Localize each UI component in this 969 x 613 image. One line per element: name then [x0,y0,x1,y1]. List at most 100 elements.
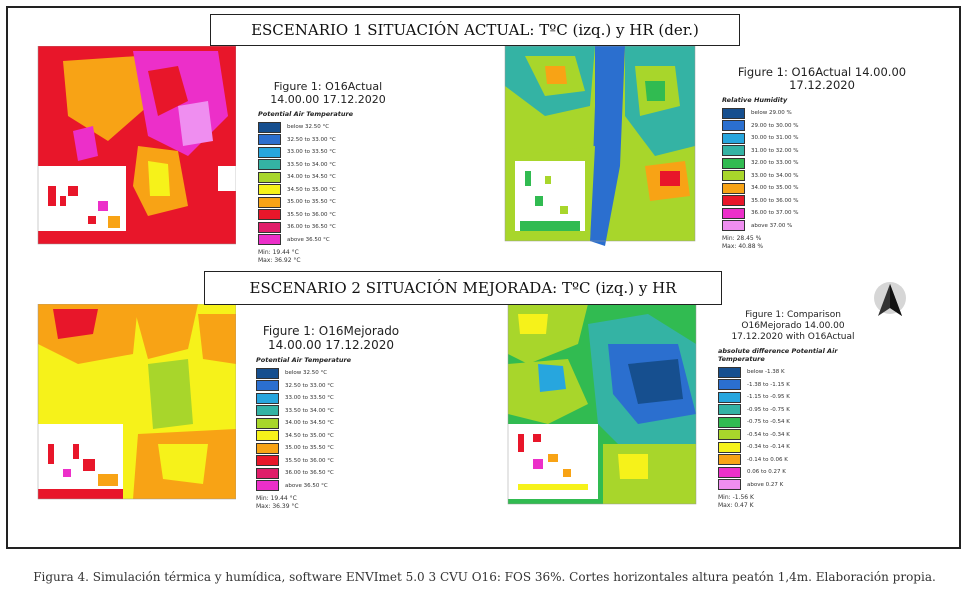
legend-entry: 32.50 to 33.00 °C [258,134,398,147]
legend-label: -0.34 to -0.14 K [747,444,790,451]
legend-subtitle: Relative Humidity [722,96,788,104]
legend-entry: 33.50 to 34.00 °C [258,159,398,172]
legend-max: Max: 36.39 °C [256,503,299,510]
map-cell [60,196,66,206]
legend-label: 30.00 to 31.00 % [751,135,799,142]
legend-entry: above 36.50 °C [256,480,406,493]
map-cell [108,216,120,228]
temp-improved-map [37,304,236,500]
legend-temp-improved: Figure 1: O16Mejorado 14.00.00 17.12.202… [256,324,406,511]
legend-temp-actual: Figure 1: O16Actual 14.00.00 17.12.2020 … [258,80,398,265]
legend-entry: 29.00 to 30.00 % [722,120,922,133]
legend-swatch [718,479,741,491]
legend-entry: 33.50 to 34.00 °C [256,405,406,418]
legend-entry: -0.34 to -0.14 K [718,441,868,454]
legend-entry: 34.50 to 35.00 °C [256,430,406,443]
legend-entry: 34.00 to 34.50 °C [256,417,406,430]
legend-label: 32.50 to 33.00 °C [287,136,336,143]
legend-min: Min: -1.56 K [718,494,754,501]
map-border [507,304,697,505]
figure-caption: Figura 4. Simulación térmica y humídica,… [33,570,936,584]
map-region [148,359,193,429]
legend-swatch [258,196,281,208]
legend-swatch [256,480,279,492]
legend-label: 36.00 to 36.50 °C [287,224,336,231]
legend-swatch [718,391,741,403]
legend-swatch [256,405,279,417]
legend-entry: below 32.50 °C [256,367,406,380]
legend-min: Min: 28.45 % [722,235,762,242]
legend-label: below 32.50 °C [287,124,330,131]
legend-entry: 32.50 to 33.00 °C [256,380,406,393]
legend-label: below 29.00 % [751,110,792,117]
legend-swatch [718,404,741,416]
legend-entry: -0.54 to -0.34 K [718,429,868,442]
map-cell [73,444,79,459]
map-region [590,46,625,246]
legend-entry: 33.00 to 33.50 °C [258,146,398,159]
legend-entry: -0.14 to 0.06 K [718,454,868,467]
map-cell [518,434,524,452]
legend-swatch [718,379,741,391]
legend-entry: 35.50 to 36.00 °C [256,455,406,468]
legend-subtitle: absolute difference Potential Air Temper… [718,347,838,363]
legend-swatch [718,416,741,428]
legend-rh-actual: Figure 1: O16Actual 14.00.00 17.12.2020 … [722,66,922,251]
legend-max: Max: 36.92 °C [258,257,301,264]
legend-entry: 36.00 to 37.00 % [722,207,922,220]
legend-swatch [256,455,279,467]
map-region [618,454,648,479]
legend-entry: 30.00 to 31.00 % [722,132,922,145]
legend-label: -0.75 to -0.54 K [747,419,790,426]
legend-label: 33.00 to 34.00 % [751,172,799,179]
legend-swatch [258,171,281,183]
map-cell [563,469,571,477]
legend-entry: above 0.27 K [718,479,868,492]
legend-subtitle: Potential Air Temperature [258,110,354,118]
map-cell [535,196,543,206]
legend-swatch [722,207,745,219]
legend-entry: -0.75 to -0.54 K [718,416,868,429]
legend-swatch [722,120,745,132]
legend-label: 34.50 to 35.00 °C [287,186,336,193]
legend-entry: 35.50 to 36.00 °C [258,209,398,222]
map-cell [83,459,95,471]
legend-label: -0.54 to -0.34 K [747,431,790,438]
map-region [603,444,696,504]
legend-swatch [258,146,281,158]
legend-swatch [722,170,745,182]
legend-swatch [718,366,741,378]
legend-swatch [256,430,279,442]
legend-label: 35.00 to 36.00 % [751,197,799,204]
legend-max: Max: 40.88 % [722,243,764,250]
legend-max: Max: 0.47 K [718,502,754,509]
legend-swatch [256,442,279,454]
legend-entry: -1.38 to -1.15 K [718,379,868,392]
map-cell [68,186,78,196]
legend-label: 35.00 to 35.50 °C [287,199,336,206]
legend-swatch [722,157,745,169]
legend-entry: 32.00 to 33.00 % [722,157,922,170]
map-cell [38,231,236,244]
map-region [518,314,548,334]
legend-label: 34.00 to 35.00 % [751,185,799,192]
figure-title: Figure 1: O16Actual 14.00.00 17.12.2020 [737,65,907,92]
legend-label: 36.00 to 37.00 % [751,210,799,217]
figure-title: Figure 1: Comparison O16Mejorado 14.00.0… [731,310,855,342]
legend-label: above 37.00 % [751,222,793,229]
legend-label: 32.00 to 33.00 % [751,160,799,167]
legend-label: -0.95 to -0.75 K [747,406,790,413]
map-region [53,309,98,339]
scenario-1-banner: ESCENARIO 1 SITUACIÓN ACTUAL: TºC (izq.)… [210,14,740,46]
legend-label: 32.50 to 33.00 °C [285,382,334,389]
temp-actual-map [37,46,236,245]
legend-entry: 35.00 to 35.50 °C [256,442,406,455]
map-region [545,66,567,84]
legend-entry: 35.00 to 36.00 % [722,195,922,208]
legend-entry: -1.15 to -0.95 K [718,391,868,404]
map-cell [38,489,123,499]
legend-label: 33.00 to 33.50 °C [287,149,336,156]
legend-label: 36.00 to 36.50 °C [285,470,334,477]
legend-label: above 0.27 K [747,481,784,488]
comparison-map [507,304,697,505]
